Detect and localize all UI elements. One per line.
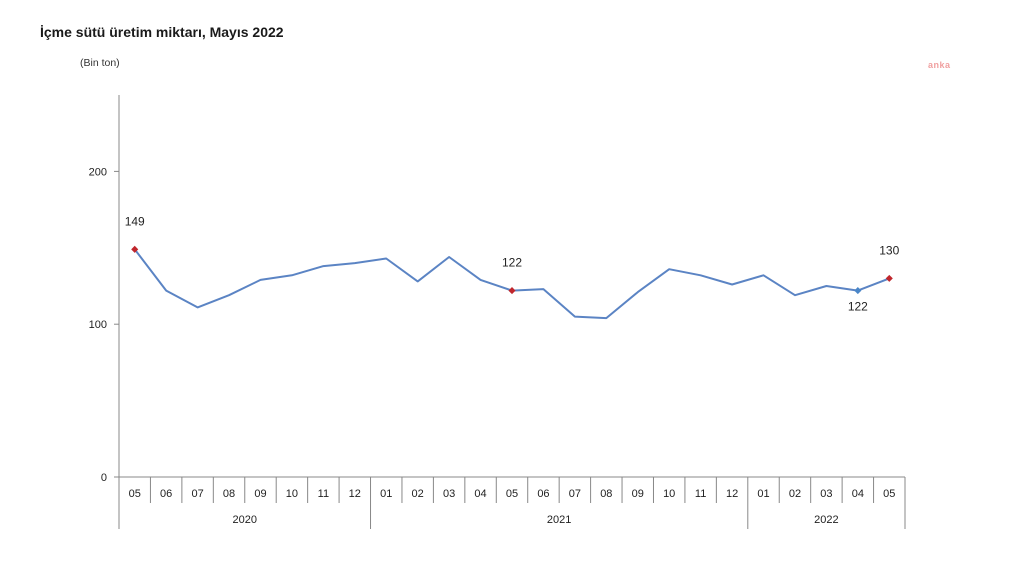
x-tick-label: 02: [789, 488, 801, 500]
chart-axes: [118, 95, 905, 478]
x-tick-label: 05: [129, 488, 141, 500]
highlight-marker: [508, 287, 516, 295]
data-point: [605, 317, 607, 319]
data-point: [731, 283, 733, 285]
data-point: [700, 274, 702, 276]
data-point: [322, 265, 324, 267]
highlight-marker: [854, 287, 862, 295]
x-tick-label: 08: [223, 488, 235, 500]
x-tick-label: 11: [318, 488, 329, 500]
x-tick-label: 12: [726, 488, 738, 500]
chart-title: İçme sütü üretim miktarı, Mayıs 2022: [40, 24, 284, 40]
data-point: [574, 316, 576, 318]
x-tick-label: 12: [349, 488, 361, 500]
data-point: [354, 262, 356, 264]
data-point: [417, 280, 419, 282]
x-axis-ticks: 05 06 07 08 09 10 11 12 01 02 03 04 05 06 07 08 09 10 11 12…: [118, 477, 906, 503]
x-tick-label: 09: [254, 488, 266, 500]
x-tick-label: 09: [632, 488, 644, 500]
data-label: 130: [879, 243, 899, 257]
source-watermark: anka: [928, 60, 951, 70]
data-point: [763, 274, 765, 276]
data-point: [291, 274, 293, 276]
x-tick-label: 03: [443, 488, 455, 500]
chart-markers: [131, 245, 893, 295]
data-point: [385, 257, 387, 259]
data-point: [197, 306, 199, 308]
y-tick-label: 200: [89, 166, 107, 178]
y-axis-ticks: 0 100 200: [89, 166, 119, 484]
x-tick-label: 02: [412, 488, 424, 500]
x-tick-label: 08: [600, 488, 612, 500]
data-label: 122: [848, 300, 868, 314]
data-point: [480, 279, 482, 281]
x-tick-label: 10: [286, 488, 298, 500]
x-axis-year-groups: 2020 2021 2022: [118, 503, 906, 529]
x-tick-label: 05: [506, 488, 518, 500]
year-label: 2022: [814, 514, 838, 526]
data-point: [637, 291, 639, 293]
data-point: [259, 279, 261, 281]
x-tick-label: 07: [569, 488, 581, 500]
y-axis-unit-label: (Bin ton): [80, 57, 120, 69]
data-point: [165, 290, 167, 292]
x-tick-label: 01: [757, 488, 769, 500]
data-point: [542, 288, 544, 290]
data-point: [228, 294, 230, 296]
data-label: 149: [125, 214, 145, 228]
data-point: [668, 268, 670, 270]
x-tick-label: 11: [695, 488, 706, 500]
data-label: 122: [502, 256, 522, 270]
year-label: 2020: [233, 514, 257, 526]
x-tick-label: 07: [191, 488, 203, 500]
year-label: 2021: [547, 514, 571, 526]
data-point: [825, 285, 827, 287]
data-point: [448, 256, 450, 258]
x-tick-label: 06: [160, 488, 172, 500]
highlight-marker: [885, 274, 893, 282]
x-tick-label: 10: [663, 488, 675, 500]
x-tick-label: 04: [474, 488, 486, 500]
data-point: [794, 294, 796, 296]
chart-data-labels: 149 122 122 130: [125, 214, 900, 313]
x-tick-label: 03: [820, 488, 832, 500]
y-tick-label: 100: [89, 319, 107, 331]
x-tick-label: 06: [537, 488, 549, 500]
highlight-marker: [131, 245, 139, 253]
x-tick-label: 01: [380, 488, 392, 500]
x-tick-label: 05: [883, 488, 895, 500]
x-tick-label: 04: [852, 488, 864, 500]
y-tick-label: 0: [101, 472, 107, 484]
